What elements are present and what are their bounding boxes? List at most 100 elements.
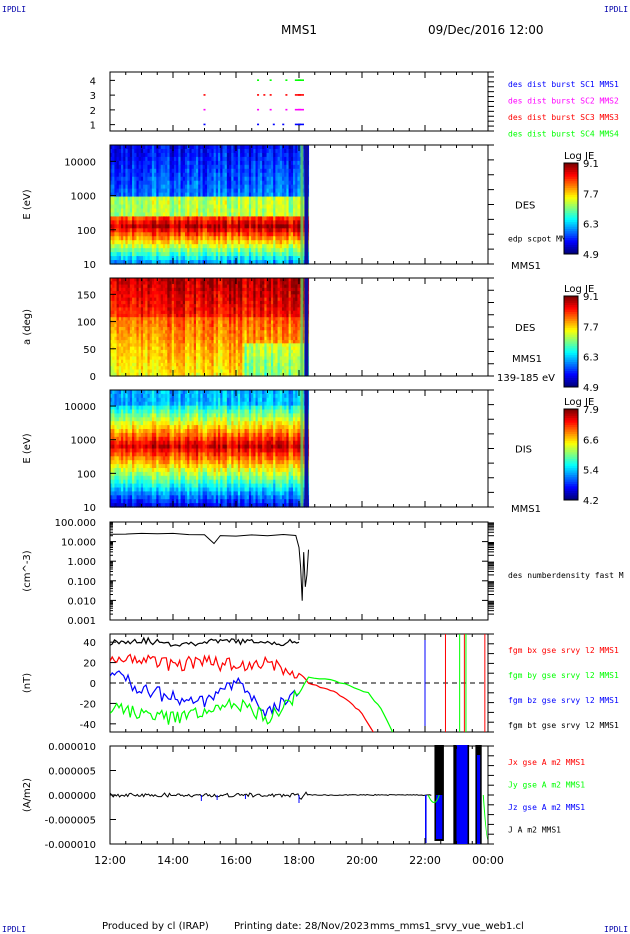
des_energy-cell: [138, 216, 142, 221]
des_pitch-cell: [138, 304, 142, 308]
des_energy-cell: [136, 160, 140, 166]
des_energy-cell: [182, 180, 186, 186]
des_pitch-cell: [136, 294, 140, 299]
des_energy-cell: [147, 220, 151, 225]
des_energy-cell: [224, 208, 228, 214]
des_pitch-cell: [156, 366, 160, 371]
des_pitch-cell: [195, 291, 199, 295]
des_energy-cell: [218, 164, 221, 170]
des_pitch-cell: [171, 284, 175, 289]
des_pitch-cell: [231, 359, 235, 364]
des_pitch-cell: [255, 336, 259, 341]
des_pitch-cell: [160, 297, 164, 302]
des_energy-cell: [279, 260, 283, 265]
des_pitch-cell: [237, 333, 241, 338]
des_pitch-cell: [229, 353, 232, 357]
des_pitch-cell: [259, 353, 263, 357]
des_pitch-cell: [237, 310, 241, 315]
des_energy-cell: [246, 160, 250, 166]
des_pitch-cell: [233, 304, 237, 308]
des_energy-cell: [171, 244, 175, 249]
des_energy-cell: [129, 152, 133, 158]
des_energy-cell: [231, 260, 235, 265]
des_pitch-cell: [253, 307, 257, 312]
des_pitch-cell: [132, 372, 135, 377]
des_energy-cell: [173, 176, 177, 182]
des_pitch-cell: [215, 362, 219, 367]
des_energy-cell: [277, 156, 281, 162]
des_energy-cell: [110, 252, 113, 257]
des_energy-cell: [198, 168, 202, 174]
des_energy-cell: [207, 168, 210, 174]
des_energy-cell: [293, 212, 296, 217]
des_energy-cell: [147, 192, 151, 198]
des_pitch-cell: [226, 349, 230, 354]
des_pitch-cell: [140, 320, 144, 325]
des_energy-cell: [127, 232, 131, 237]
des_pitch-cell: [246, 287, 250, 292]
des_pitch-cell: [233, 340, 237, 344]
des_energy-cell: [143, 208, 146, 214]
des_pitch-cell: [246, 343, 250, 348]
des_energy-cell: [191, 168, 195, 174]
des_pitch-cell: [184, 297, 188, 302]
des_pitch-cell: [253, 317, 257, 322]
des_pitch-cell: [259, 323, 263, 328]
des_energy-cell: [178, 228, 182, 233]
des_pitch-cell: [189, 300, 193, 305]
des_energy-cell: [187, 232, 190, 237]
des_energy-cell: [127, 148, 131, 154]
des_energy-cell: [165, 184, 168, 190]
des_pitch-cell: [132, 284, 135, 289]
des_energy-cell: [246, 212, 250, 217]
des_pitch-cell: [169, 320, 173, 325]
des_energy-cell: [213, 152, 217, 158]
des_energy-cell: [184, 260, 188, 265]
des_energy-cell: [202, 160, 206, 166]
des_energy-cell: [209, 252, 213, 257]
des_pitch-cell: [134, 369, 138, 374]
des_energy-cell: [279, 172, 283, 178]
des_energy-cell: [173, 208, 177, 214]
des_pitch-cell: [180, 340, 184, 344]
des_energy-cell: [273, 216, 276, 221]
des_energy-cell: [118, 260, 122, 265]
des_energy-cell: [253, 176, 257, 182]
des_pitch-cell: [171, 349, 175, 354]
des_energy-cell: [138, 260, 142, 265]
des_energy-cell: [156, 172, 160, 178]
des_energy-cell: [279, 228, 283, 233]
des_energy-cell: [173, 256, 177, 261]
des_pitch-cell: [246, 369, 250, 374]
des_pitch-cell: [235, 346, 239, 351]
des_pitch-cell: [143, 349, 146, 354]
des_energy-cell: [184, 248, 188, 253]
des_pitch-cell: [110, 284, 113, 289]
des_pitch-cell: [235, 320, 239, 325]
des_pitch-cell: [173, 281, 177, 286]
des_pitch-cell: [156, 313, 160, 318]
des_pitch-cell: [156, 343, 160, 348]
des_pitch-cell: [114, 307, 118, 312]
des_energy-cell: [251, 204, 254, 210]
des_pitch-cell: [121, 294, 124, 299]
des_energy-cell: [193, 148, 197, 154]
des_energy-cell: [297, 172, 301, 178]
des_pitch-cell: [136, 340, 140, 344]
des_energy-cell: [229, 188, 232, 194]
des_pitch-cell: [211, 330, 215, 335]
des_energy-cell: [273, 248, 276, 253]
des_pitch-cell: [182, 340, 186, 344]
des_energy-cell: [293, 152, 296, 158]
des_energy-cell: [215, 168, 219, 174]
des_pitch-cell: [129, 362, 133, 367]
des_energy-cell: [233, 164, 237, 170]
des_pitch-cell: [222, 366, 226, 371]
des_pitch-cell: [209, 353, 213, 357]
des_energy-cell: [279, 200, 283, 206]
des_pitch-cell: [173, 359, 177, 364]
des_pitch-cell: [253, 346, 257, 351]
des_pitch-cell: [204, 304, 208, 308]
des_energy-cell: [231, 236, 235, 241]
des_pitch-cell: [253, 366, 257, 371]
